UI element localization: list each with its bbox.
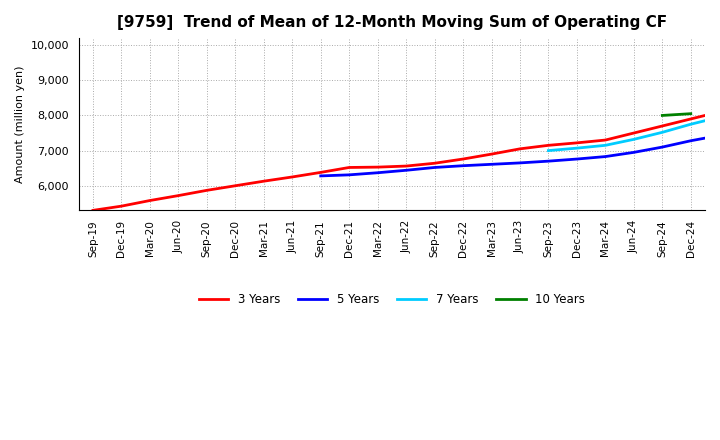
3 Years [345, 165, 354, 170]
3 Years [202, 188, 211, 193]
3 Years [715, 109, 720, 114]
3 Years [601, 137, 610, 143]
5 Years [658, 144, 667, 150]
Line: 3 Years: 3 Years [93, 45, 720, 210]
7 Years [572, 146, 581, 151]
3 Years [288, 174, 297, 180]
5 Years [487, 161, 496, 167]
Y-axis label: Amount (million yen): Amount (million yen) [15, 66, 25, 183]
3 Years [402, 163, 410, 169]
5 Years [345, 172, 354, 177]
7 Years [715, 114, 720, 120]
3 Years [658, 123, 667, 128]
7 Years [658, 130, 667, 135]
3 Years [629, 130, 638, 136]
5 Years [316, 173, 325, 179]
3 Years [89, 208, 97, 213]
3 Years [516, 146, 524, 151]
Title: [9759]  Trend of Mean of 12-Month Moving Sum of Operating CF: [9759] Trend of Mean of 12-Month Moving … [117, 15, 667, 30]
5 Years [572, 156, 581, 161]
5 Years [686, 138, 695, 143]
Legend: 3 Years, 5 Years, 7 Years, 10 Years: 3 Years, 5 Years, 7 Years, 10 Years [194, 289, 590, 311]
3 Years [316, 170, 325, 175]
3 Years [259, 179, 268, 184]
3 Years [544, 143, 553, 148]
3 Years [459, 156, 467, 161]
5 Years [431, 165, 439, 170]
3 Years [231, 183, 240, 188]
5 Years [715, 133, 720, 138]
5 Years [629, 150, 638, 155]
3 Years [174, 193, 183, 198]
Line: 7 Years: 7 Years [549, 114, 720, 150]
7 Years [601, 143, 610, 148]
3 Years [374, 165, 382, 170]
5 Years [601, 154, 610, 159]
Line: 10 Years: 10 Years [662, 114, 690, 115]
5 Years [459, 163, 467, 169]
5 Years [544, 158, 553, 164]
10 Years [686, 111, 695, 116]
5 Years [402, 168, 410, 173]
3 Years [431, 161, 439, 166]
3 Years [145, 198, 154, 203]
3 Years [686, 116, 695, 121]
7 Years [544, 148, 553, 153]
3 Years [572, 140, 581, 146]
3 Years [487, 151, 496, 157]
3 Years [117, 203, 126, 209]
7 Years [629, 137, 638, 142]
5 Years [374, 170, 382, 176]
7 Years [686, 121, 695, 127]
10 Years [658, 113, 667, 118]
Line: 5 Years: 5 Years [320, 80, 720, 176]
5 Years [516, 160, 524, 165]
